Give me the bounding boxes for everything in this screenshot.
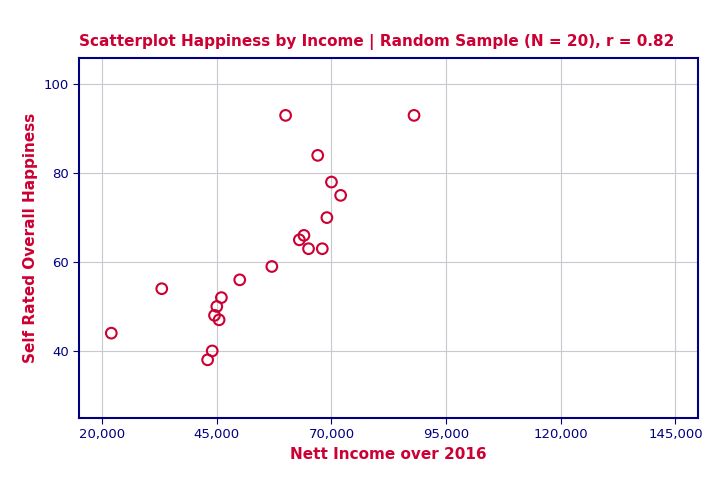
Point — [280, 111, 292, 119]
Point — [408, 111, 420, 119]
Point — [211, 303, 222, 311]
Point — [215, 294, 227, 301]
Point — [106, 329, 117, 337]
Point — [312, 152, 323, 159]
Point — [213, 316, 225, 324]
Point — [325, 178, 337, 186]
Point — [207, 347, 218, 355]
Point — [234, 276, 246, 284]
Point — [303, 245, 315, 252]
Point — [298, 231, 310, 239]
Point — [317, 245, 328, 252]
Point — [202, 356, 213, 364]
Text: Scatterplot Happiness by Income | Random Sample (N = 20), r = 0.82: Scatterplot Happiness by Income | Random… — [79, 35, 675, 50]
Point — [156, 285, 168, 292]
Point — [266, 263, 278, 270]
Point — [209, 312, 220, 319]
Y-axis label: Self Rated Overall Happiness: Self Rated Overall Happiness — [23, 112, 38, 363]
Point — [321, 214, 333, 221]
Point — [335, 192, 346, 199]
X-axis label: Nett Income over 2016: Nett Income over 2016 — [290, 446, 487, 462]
Point — [294, 236, 305, 244]
